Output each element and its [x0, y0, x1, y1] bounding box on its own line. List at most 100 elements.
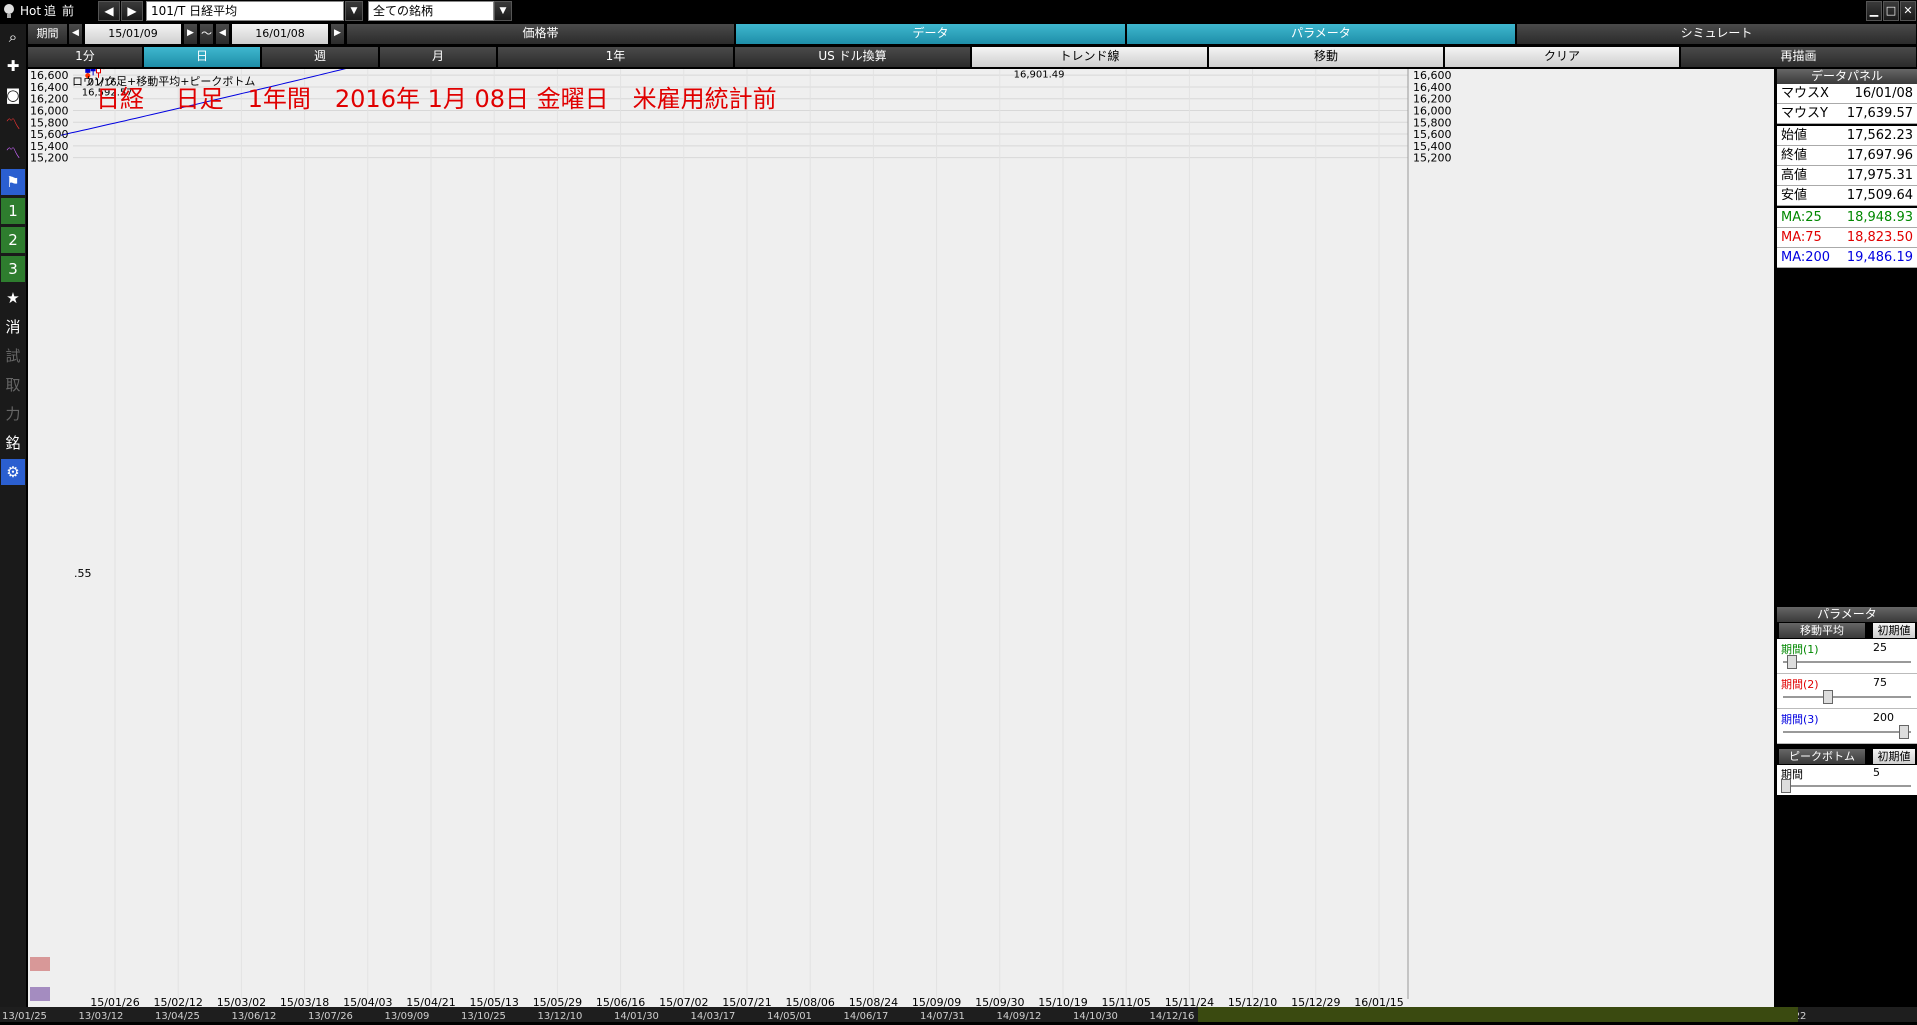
panel-ma-value: 18,823.50: [1846, 230, 1913, 245]
x-tick-label: 15/12/29: [1291, 996, 1340, 1007]
x-tick-label: 15/11/05: [1101, 996, 1150, 1007]
period-to-field[interactable]: 16/01/08: [232, 24, 329, 44]
mae-button[interactable]: 前: [62, 4, 75, 18]
x-tick-label: 15/08/24: [849, 996, 898, 1007]
symbol-dropdown-icon[interactable]: ▼: [345, 1, 363, 21]
peak-init-button[interactable]: 初期値: [1873, 749, 1915, 764]
candle-body: [95, 61, 101, 74]
market-select[interactable]: 全ての銘柄: [368, 1, 494, 21]
star-icon[interactable]: ★: [6, 289, 20, 307]
simulate-tab[interactable]: シミュレート: [1517, 24, 1917, 44]
y-tick-label-right: 16,000: [1413, 105, 1452, 118]
panel-ma-key: MA:25: [1781, 210, 1822, 225]
panel-row: 終値 17,697.96: [1777, 146, 1917, 166]
panel-row: 安値 17,509.64: [1777, 186, 1917, 206]
hot-button[interactable]: Hot: [20, 4, 42, 18]
mini-chart-icon-2[interactable]: [30, 987, 50, 1001]
timeframe-day[interactable]: 日: [144, 47, 261, 67]
chart-compare-icon[interactable]: 〽: [5, 144, 21, 162]
overview-tick-label: 13/01/25: [2, 1011, 47, 1022]
menu-bar: 期間 ◀ 15/01/09 ▶ ～ ◀ 16/01/08 ▶ 価格帯 データ パ…: [28, 24, 1917, 44]
period-slider[interactable]: [1783, 731, 1911, 733]
ma200-line: [60, 0, 621, 136]
period-from-next-icon[interactable]: ▶: [184, 24, 198, 44]
stock-icon[interactable]: 銘: [5, 434, 21, 452]
timeframe-week[interactable]: 週: [262, 47, 379, 67]
period-to-next-icon[interactable]: ▶: [331, 24, 345, 44]
mini-chart-icon-1[interactable]: [30, 957, 50, 971]
search-icon[interactable]: ⌕: [8, 28, 18, 46]
period-to-prev-icon[interactable]: ◀: [216, 24, 230, 44]
chart-line-icon[interactable]: 〽: [5, 115, 21, 133]
camera-icon[interactable]: ◙: [5, 86, 21, 104]
panel-row-value: 17,975.31: [1846, 168, 1913, 183]
overview-tick-label: 13/09/09: [385, 1011, 430, 1022]
overview-tick-label: 14/03/17: [691, 1011, 736, 1022]
market-dropdown-icon[interactable]: ▼: [494, 1, 512, 21]
flag-icon[interactable]: ⚑: [1, 169, 25, 195]
period-sep: ～: [200, 24, 214, 44]
peak-period-slider-thumb[interactable]: [1781, 779, 1791, 793]
crosshair-icon[interactable]: ✚: [6, 57, 20, 75]
bulb-icon[interactable]: [2, 1, 16, 21]
period-from-field[interactable]: 15/01/09: [85, 24, 182, 44]
timeframe-year[interactable]: 1年: [498, 47, 734, 67]
maximize-icon[interactable]: □: [1883, 1, 1899, 21]
period-slider-thumb[interactable]: [1787, 655, 1797, 669]
chart-area[interactable]: 01/1616,592.5701/2817,850.5902/0317,271.…: [28, 0, 1774, 1009]
symbol-field[interactable]: 101/T 日経平均: [146, 1, 344, 21]
period-value[interactable]: 75: [1873, 676, 1887, 689]
peak-period-value[interactable]: 5: [1873, 766, 1880, 779]
close-icon[interactable]: ✕: [1900, 1, 1916, 21]
overview-axis[interactable]: 13/01/25 13/03/12 13/04/25 13/06/12 13/07/26…: [0, 1007, 1917, 1022]
peak-value-label: 16,901.49: [1014, 69, 1065, 80]
period-value[interactable]: 25: [1873, 641, 1887, 654]
period-slider-thumb[interactable]: [1899, 725, 1909, 739]
y-tick-label-right: 15,800: [1413, 116, 1452, 129]
x-tick-label: 15/07/02: [659, 996, 708, 1007]
period-prev-icon[interactable]: ◀: [69, 24, 83, 44]
timeframe-month[interactable]: 月: [380, 47, 497, 67]
period-label: 期間: [28, 24, 68, 44]
y-tick-label-left: 16,000: [30, 105, 69, 118]
slot-1-icon[interactable]: 1: [1, 198, 25, 224]
peak-period-slider[interactable]: [1783, 785, 1911, 787]
overview-tick-label: 13/07/26: [308, 1011, 353, 1022]
period-slider[interactable]: [1783, 696, 1911, 698]
minimize-icon[interactable]: ▁: [1866, 1, 1882, 21]
candlestick-chart[interactable]: 01/1616,592.5701/2817,850.5902/0317,271.…: [28, 0, 1774, 1009]
left-partial-label: .55: [74, 567, 92, 580]
next-arrow-icon[interactable]: ▶: [121, 1, 143, 21]
slot-3-icon[interactable]: 3: [1, 256, 25, 282]
ma-init-button[interactable]: 初期値: [1873, 623, 1915, 638]
panel-row-key: マウスX: [1781, 86, 1829, 101]
trade-icon[interactable]: 取: [5, 376, 21, 394]
parameter-tab[interactable]: パラメータ: [1127, 24, 1516, 44]
gear-icon[interactable]: ⚙: [1, 459, 25, 485]
news-icon[interactable]: 試: [5, 347, 21, 365]
erase-icon[interactable]: 消: [5, 318, 21, 336]
overview-tick-label: 13/10/25: [461, 1011, 506, 1022]
timeframe-1min[interactable]: 1分: [28, 47, 143, 67]
move-button[interactable]: 移動: [1209, 47, 1444, 67]
overview-tick-label: 13/12/10: [538, 1011, 583, 1022]
usd-button[interactable]: US ドル換算: [735, 47, 971, 67]
price-band-tab[interactable]: 価格帯: [347, 24, 735, 44]
slot-2-icon[interactable]: 2: [1, 227, 25, 253]
panel-row-value: 17,697.96: [1846, 148, 1913, 163]
x-tick-label: 15/08/06: [785, 996, 834, 1007]
data-tab[interactable]: データ: [736, 24, 1126, 44]
trendline-button[interactable]: トレンド線: [972, 47, 1208, 67]
prev-arrow-icon[interactable]: ◀: [98, 1, 120, 21]
tsui-button[interactable]: 追: [44, 4, 57, 18]
clear-button[interactable]: クリア: [1445, 47, 1680, 67]
overview-range-highlight[interactable]: [1198, 1007, 1798, 1022]
period-slider-thumb[interactable]: [1823, 690, 1833, 704]
panel-row-key: 終値: [1781, 148, 1808, 163]
x-tick-label: 15/01/26: [90, 996, 139, 1007]
power-icon[interactable]: 力: [5, 405, 21, 423]
redraw-button[interactable]: 再描画: [1681, 47, 1917, 67]
period-slider[interactable]: [1783, 661, 1911, 663]
period-value[interactable]: 200: [1873, 711, 1894, 724]
period-row: 期間(1) 25: [1777, 639, 1917, 674]
